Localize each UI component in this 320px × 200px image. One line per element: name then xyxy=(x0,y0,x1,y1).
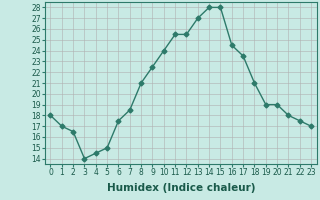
X-axis label: Humidex (Indice chaleur): Humidex (Indice chaleur) xyxy=(107,183,255,193)
